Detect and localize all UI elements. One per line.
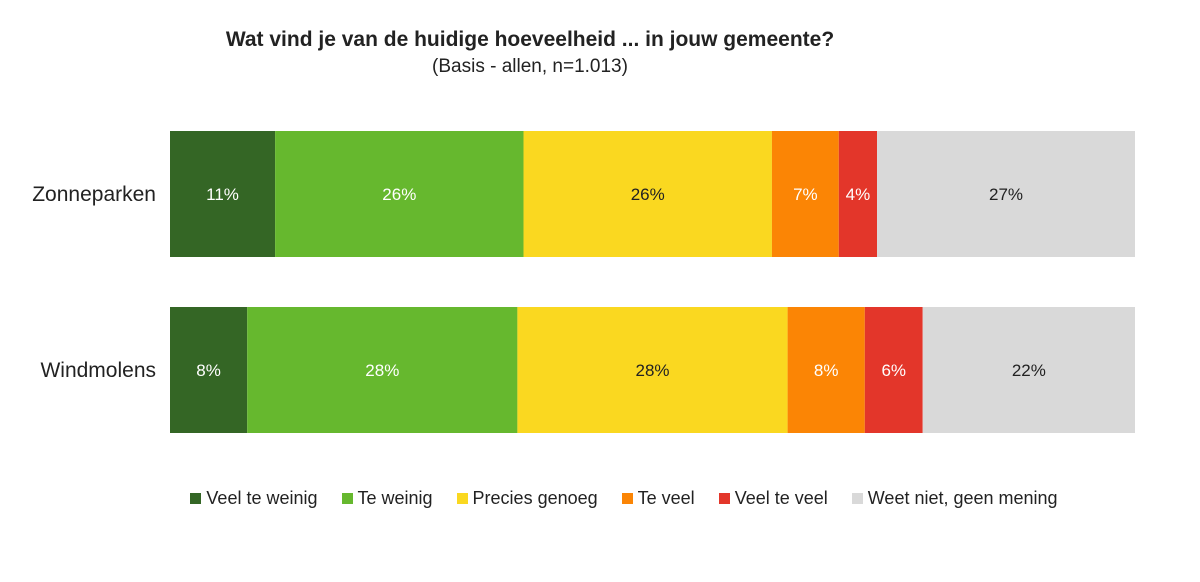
data-label: 4% <box>846 185 871 204</box>
legend-item: Te weinig <box>341 488 433 509</box>
legend-item: Precies genoeg <box>456 488 598 509</box>
legend-label: Te veel <box>637 488 695 508</box>
legend-label: Veel te veel <box>734 488 828 508</box>
legend-swatch <box>341 493 353 504</box>
bar-segment <box>170 131 276 257</box>
legend-swatch <box>190 493 202 504</box>
legend-item: Te veel <box>621 488 695 509</box>
legend-item: Weet niet, geen mening <box>851 488 1058 509</box>
legend-label: Precies genoeg <box>472 488 598 508</box>
data-label: 6% <box>881 361 906 380</box>
legend-item: Veel te veel <box>718 488 828 509</box>
legend-swatch <box>718 493 730 504</box>
legend-swatch <box>456 493 468 504</box>
data-label: 8% <box>196 361 221 380</box>
bar-segment <box>771 131 839 257</box>
chart-title: Wat vind je van de huidige hoeveelheid .… <box>225 28 835 51</box>
bar-segment <box>838 131 878 257</box>
legend-label: Te weinig <box>357 488 433 508</box>
bar-segment <box>523 131 772 257</box>
data-label: 28% <box>635 361 669 380</box>
legend-swatch <box>851 493 863 504</box>
bar-segment <box>864 307 923 433</box>
bar-segment <box>922 307 1135 433</box>
legend-item: Veel te weinig <box>190 488 318 509</box>
chart-legend: Veel te weinig Te weinig Precies genoeg Te … <box>0 488 1200 509</box>
legend-label: Veel te weinig <box>206 488 318 508</box>
bar-segment <box>275 131 524 257</box>
data-label: 27% <box>989 185 1023 204</box>
data-label: 26% <box>382 185 416 204</box>
chart-subtitle: (Basis - allen, n=1.013) <box>432 56 628 77</box>
category-label: Windmolens <box>40 359 156 382</box>
legend-label: Weet niet, geen mening <box>867 488 1058 508</box>
data-label: 26% <box>631 185 665 204</box>
stacked-bar-chart: Zonneparken 11% 26% 26% 7% 4% 27% Windmolens 8% 2… <box>32 131 1135 433</box>
bar-segment <box>877 131 1135 257</box>
data-label: 8% <box>814 361 839 380</box>
bar-segment <box>170 307 248 433</box>
bar-segment <box>517 307 788 433</box>
legend-swatch <box>621 493 633 504</box>
data-label: 11% <box>206 185 239 204</box>
data-label: 28% <box>365 361 399 380</box>
bar-segment <box>247 307 518 433</box>
data-label: 22% <box>1012 361 1046 380</box>
category-label: Zonneparken <box>32 183 156 206</box>
data-label: 7% <box>793 185 818 204</box>
bar-segment <box>787 307 865 433</box>
